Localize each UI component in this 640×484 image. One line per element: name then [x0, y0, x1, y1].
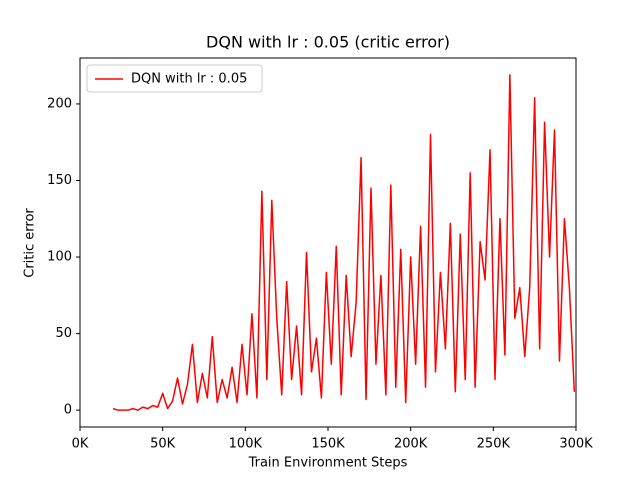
y-tick-label: 100 [47, 250, 72, 265]
chart-title: DQN with lr : 0.05 (critic error) [206, 33, 450, 52]
x-tick-label: 200K [394, 437, 428, 452]
x-tick-label: 250K [477, 437, 511, 452]
x-tick-label: 150K [311, 437, 345, 452]
x-axis-label: Train Environment Steps [248, 456, 408, 471]
x-tick-label: 300K [559, 437, 593, 452]
legend-box [86, 64, 263, 93]
y-tick-label: 0 [64, 403, 72, 418]
plot-frame [79, 57, 577, 428]
y-tick-label: 150 [47, 173, 72, 188]
x-tick-label: 100K [229, 437, 263, 452]
y-axis-label: Critic error [23, 208, 38, 278]
y-tick-label: 200 [47, 96, 72, 111]
x-tick-label: 0K [72, 437, 89, 452]
y-tick-label: 50 [55, 326, 72, 341]
legend-label: DQN with lr : 0.05 [131, 72, 247, 87]
data-line [112, 74, 576, 411]
x-tick-label: 50K [150, 437, 176, 452]
